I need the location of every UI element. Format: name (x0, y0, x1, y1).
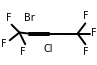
Text: F: F (20, 47, 26, 57)
Text: F: F (83, 11, 88, 21)
Text: Br: Br (24, 13, 34, 23)
Text: F: F (83, 47, 88, 57)
Text: F: F (91, 27, 97, 38)
Text: F: F (6, 13, 12, 23)
Text: Cl: Cl (44, 44, 53, 54)
Text: F: F (1, 39, 6, 49)
